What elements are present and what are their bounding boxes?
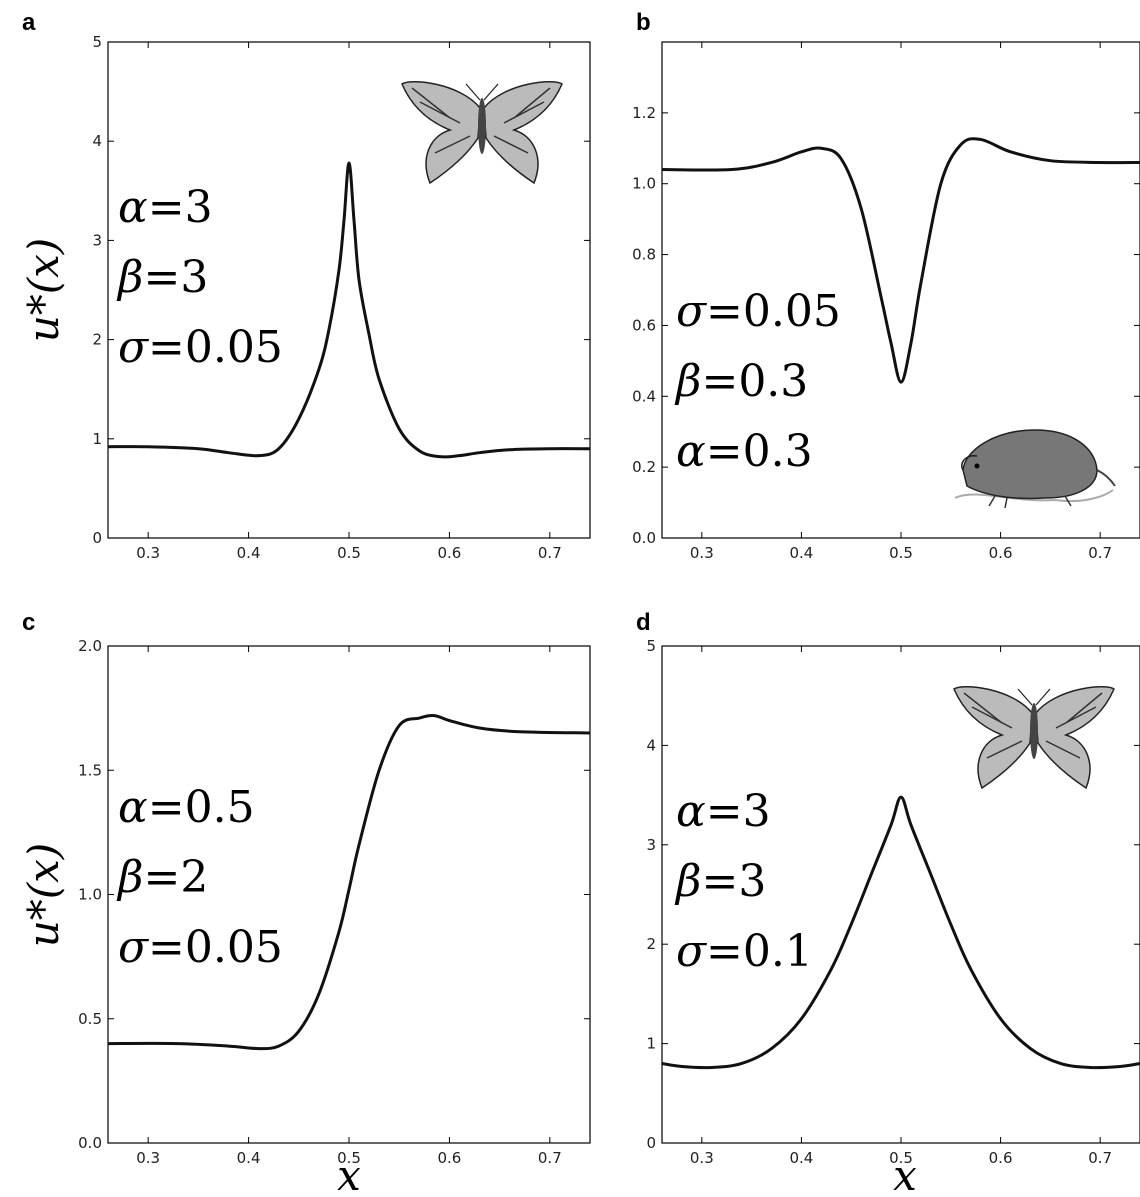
x-tick-label: 0.4 (789, 1149, 813, 1167)
y-tick-label: 4 (646, 736, 656, 754)
y-tick-label: 0 (92, 529, 102, 547)
y-tick-label: 0.0 (632, 529, 656, 547)
params-c: α=0.5 β=2 σ=0.05 (116, 782, 283, 973)
param-beta-a: β=3 (116, 252, 208, 303)
panel-a: a u*(x) 0.3 0.4 0.5 0.6 0.7 0 1 2 3 4 5 α=3 β=3 σ=… (19, 9, 591, 562)
x-tick-label: 0.3 (690, 544, 714, 562)
y-tick-label: 1 (92, 430, 102, 448)
params-d: α=3 β=3 σ=0.1 (674, 786, 813, 977)
x-tick-label: 0.7 (538, 1149, 562, 1167)
param-alpha-c: α=0.5 (118, 782, 255, 833)
x-tick-label: 0.4 (789, 544, 813, 562)
x-tick-label: 0.6 (989, 544, 1013, 562)
y-tick-label: 0.5 (78, 1010, 102, 1028)
param-alpha-a: α=3 (118, 182, 213, 233)
x-tick-label: 0.7 (1088, 544, 1112, 562)
y-tick-label: 1.5 (78, 761, 102, 779)
panel-b: b 0.3 0.4 0.5 0.6 0.7 0.0 0.2 0.4 0.6 0.8 1.0 1.2 σ… (632, 9, 1140, 562)
x-tick-label: 0.7 (538, 544, 562, 562)
plot-area-d: 0.3 0.4 0.5 0.6 0.7 0 1 2 3 4 5 (646, 637, 1140, 1167)
param-sigma-d: σ=0.1 (676, 926, 813, 977)
y-tick-label: 3 (646, 836, 656, 854)
params-b: σ=0.05 β=0.3 α=0.3 (674, 286, 841, 477)
y-tick-label: 0 (646, 1134, 656, 1152)
params-a: α=3 β=3 σ=0.05 (116, 182, 283, 373)
butterfly-illustration-d (953, 686, 1115, 790)
x-tick-label: 0.6 (989, 1149, 1013, 1167)
panel-letter-b: b (636, 9, 651, 36)
series-line (107, 161, 591, 459)
y-tick-label: 0.4 (632, 387, 656, 405)
panel-letter-a: a (22, 9, 36, 36)
panel-c: c u*(x) x 0.3 0.4 0.5 0.6 0.7 0.0 0.5 1.0 1.5 2.0… (19, 609, 591, 1197)
series-line (661, 137, 1140, 384)
plot-area-b: 0.3 0.4 0.5 0.6 0.7 0.0 0.2 0.4 0.6 0.8 1.0 1.2 (632, 41, 1140, 562)
series-line (661, 795, 1140, 1070)
param-alpha-b: α=0.3 (676, 426, 813, 477)
rodent-illustration-b (954, 429, 1116, 509)
y-tick-label: 0.2 (632, 458, 656, 476)
y-tick-label: 1.0 (78, 886, 102, 904)
y-tick-label: 0.0 (78, 1134, 102, 1152)
param-beta-d: β=3 (674, 856, 766, 907)
param-beta-b: β=0.3 (674, 356, 808, 407)
y-tick-label: 3 (92, 231, 102, 249)
y-tick-label: 1.0 (632, 175, 656, 193)
x-tick-label: 0.6 (437, 544, 461, 562)
x-axis-label-c: x (337, 1151, 361, 1197)
x-tick-label: 0.5 (337, 544, 361, 562)
param-alpha-d: α=3 (676, 786, 771, 837)
y-tick-label: 0.8 (632, 246, 656, 264)
series-line (107, 714, 591, 1051)
param-sigma-b: σ=0.05 (676, 286, 841, 337)
panel-letter-c: c (22, 609, 35, 636)
y-tick-label: 1.2 (632, 104, 656, 122)
panel-letter-d: d (636, 609, 651, 636)
y-tick-label: 5 (646, 637, 656, 655)
x-tick-label: 0.4 (237, 1149, 261, 1167)
x-tick-label: 0.5 (889, 544, 913, 562)
y-tick-label: 2 (92, 331, 102, 349)
x-tick-label: 0.3 (690, 1149, 714, 1167)
x-tick-label: 0.4 (237, 544, 261, 562)
panel-d: d x 0.3 0.4 0.5 0.6 0.7 0 1 2 3 4 5 α=3 β=3 σ=0.1 (636, 609, 1140, 1197)
y-tick-label: 4 (92, 132, 102, 150)
butterfly-illustration-a (401, 81, 563, 185)
x-tick-label: 0.5 (889, 1149, 913, 1167)
x-tick-label: 0.3 (136, 544, 160, 562)
y-axis-label-a: u*(x) (19, 238, 68, 343)
y-tick-label: 2 (646, 935, 656, 953)
x-tick-label: 0.3 (136, 1149, 160, 1167)
y-axis-label-c: u*(x) (19, 843, 68, 948)
param-beta-c: β=2 (116, 852, 208, 903)
y-tick-label: 1 (646, 1035, 656, 1053)
x-tick-label: 0.5 (337, 1149, 361, 1167)
x-axis-label-d: x (893, 1151, 917, 1197)
plot-area-a: 0.3 0.4 0.5 0.6 0.7 0 1 2 3 4 5 (92, 33, 591, 562)
param-sigma-c: σ=0.05 (118, 922, 283, 973)
y-tick-label: 5 (92, 33, 102, 51)
plot-area-c: 0.3 0.4 0.5 0.6 0.7 0.0 0.5 1.0 1.5 2.0 (78, 637, 591, 1167)
y-tick-label: 2.0 (78, 637, 102, 655)
param-sigma-a: σ=0.05 (118, 322, 283, 373)
y-tick-label: 0.6 (632, 316, 656, 334)
x-tick-label: 0.6 (437, 1149, 461, 1167)
x-tick-label: 0.7 (1088, 1149, 1112, 1167)
